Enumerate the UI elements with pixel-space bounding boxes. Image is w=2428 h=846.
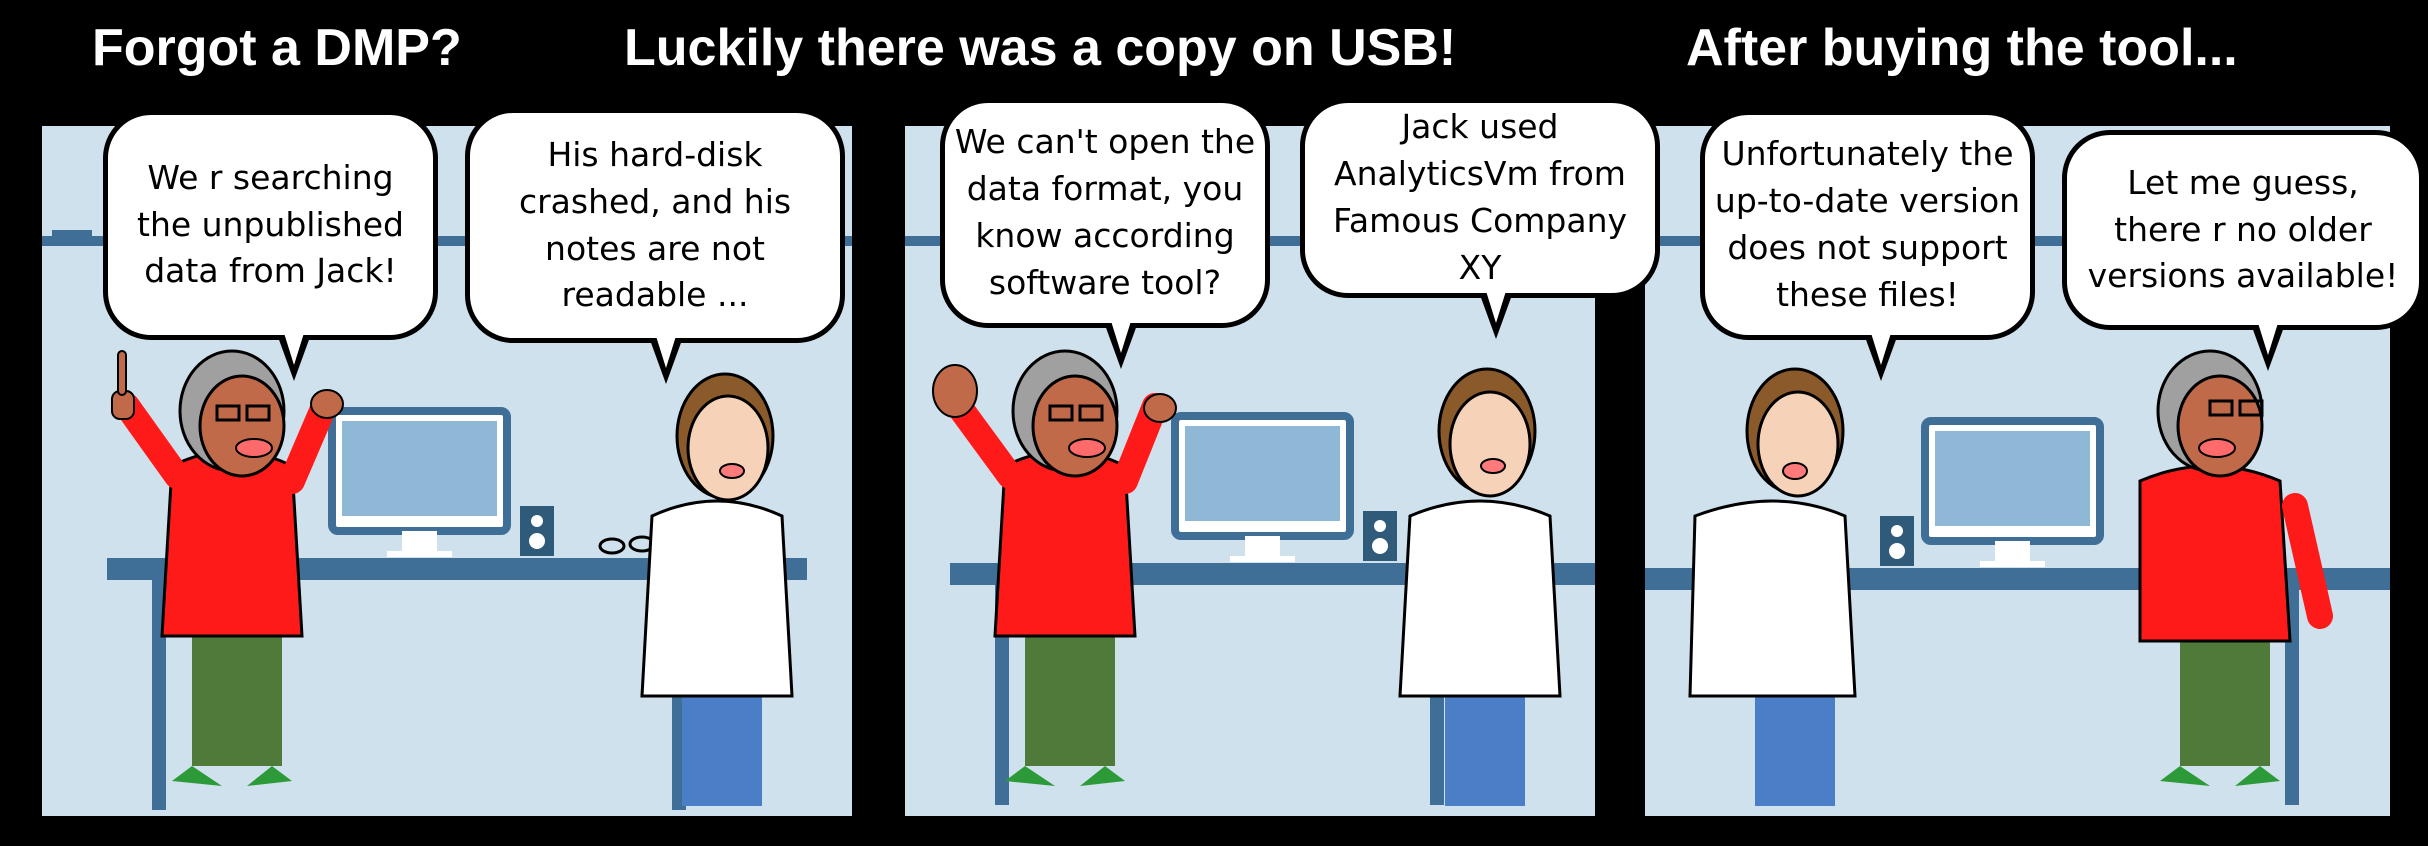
panel3-scene <box>1645 236 2390 806</box>
panel2-title: Luckily there was a copy on USB! <box>624 19 1457 77</box>
bubble-line: know according <box>975 216 1235 255</box>
bubble-line: Jack used <box>1401 107 1559 147</box>
speech-tail <box>1105 321 1137 369</box>
speech-bubble-p2-right: Jack used AnalyticsVm from Famous Compan… <box>1300 98 1660 339</box>
bubble-line: XY <box>1458 247 1502 287</box>
bubble-line: AnalyticsVm from <box>1334 154 1626 194</box>
bubble-line: software tool? <box>988 262 1222 302</box>
speech-tail <box>2252 323 2284 371</box>
panel3-title: After buying the tool... <box>1686 19 2238 77</box>
speech-tail <box>278 333 310 381</box>
speech-tail <box>1480 291 1512 339</box>
bubble-line: readable ... <box>561 275 749 315</box>
bubble-line: We r searching <box>147 157 394 197</box>
panel1-title: Forgot a DMP? <box>92 19 462 77</box>
speech-tail <box>650 336 682 384</box>
speech-bubble-p3-right: Let me guess, there r no older versions … <box>2062 130 2424 371</box>
bubble-line: Unfortunately the <box>1721 134 2014 174</box>
speech-bubble-p1-right: His hard-disk crashed, and his notes are… <box>465 108 845 384</box>
panel2-scene <box>905 236 1595 806</box>
bubble-line: Famous Company <box>1332 201 1628 240</box>
bubble-line: the unpublished <box>137 204 404 244</box>
speech-tail <box>1865 333 1897 381</box>
bubble-line: data format, you <box>966 169 1244 209</box>
bubble-line: these files! <box>1776 274 1959 314</box>
bubble-line: We can't open the <box>954 122 1256 162</box>
bubble-line: does not support <box>1727 228 2008 267</box>
bubble-line: His hard-disk <box>547 134 763 174</box>
speech-bubble-p1-left: We r searching the unpublished data from… <box>103 110 438 381</box>
bubble-line: crashed, and his <box>518 181 792 221</box>
bubble-line: up-to-date version <box>1714 181 2021 221</box>
bubble-line: versions available! <box>2087 256 2399 296</box>
panel1-scene <box>42 230 852 810</box>
bubble-line: notes are not <box>545 228 765 268</box>
bubble-line: there r no older <box>2114 209 2372 249</box>
bubble-line: Let me guess, <box>2127 162 2359 202</box>
speech-bubble-p3-left: Unfortunately the up-to-date version doe… <box>1700 110 2035 381</box>
speech-bubble-p2-left: We can't open the data format, you know … <box>940 98 1270 369</box>
bubble-line: data from Jack! <box>144 251 397 291</box>
